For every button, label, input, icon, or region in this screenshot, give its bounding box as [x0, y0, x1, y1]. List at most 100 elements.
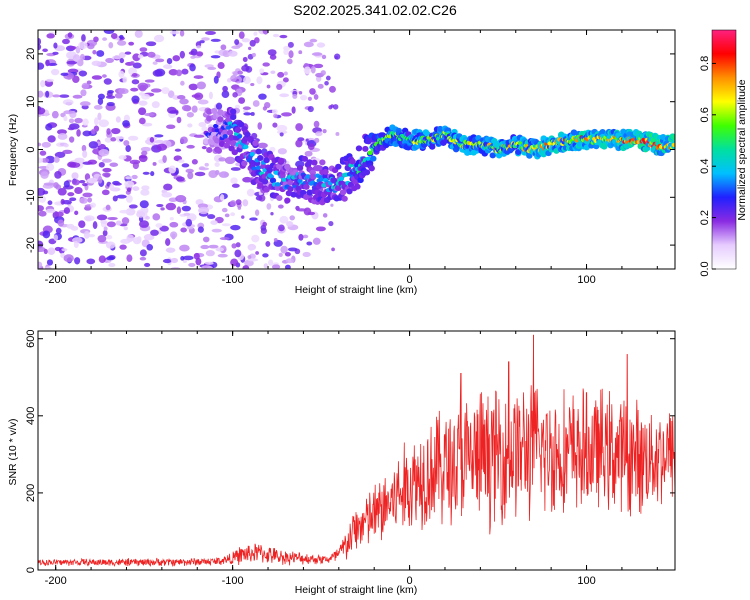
- noise-blob: [249, 39, 256, 47]
- ridge-blob: [217, 116, 224, 123]
- noise-blob: [194, 171, 206, 177]
- ridge-blob: [252, 140, 259, 147]
- noise-blob: [186, 111, 194, 118]
- noise-blob: [238, 31, 245, 39]
- noise-blob: [74, 257, 81, 265]
- colorbar-tick-label: 0.6: [699, 107, 711, 122]
- noise-blob: [163, 64, 173, 69]
- noise-blob: [276, 124, 288, 132]
- noise-blob: [291, 106, 296, 114]
- noise-blob: [130, 87, 139, 92]
- noise-blob: [139, 256, 147, 261]
- noise-blob: [316, 42, 326, 48]
- ridge-core: [213, 123, 219, 129]
- noise-blob: [190, 48, 198, 56]
- noise-blob: [104, 137, 113, 143]
- noise-blob: [43, 182, 55, 186]
- noise-blob: [237, 70, 243, 75]
- noise-blob: [82, 130, 92, 137]
- noise-blob: [66, 60, 78, 65]
- noise-blob: [38, 261, 43, 269]
- noise-blob: [241, 215, 245, 219]
- y-tick-label: 400: [25, 407, 37, 425]
- noise-blob: [215, 247, 225, 252]
- noise-blob: [247, 255, 252, 259]
- noise-blob: [221, 90, 230, 99]
- noise-blob: [111, 128, 121, 135]
- noise-blob: [208, 244, 219, 249]
- noise-blob: [102, 37, 108, 41]
- noise-blob: [228, 50, 238, 57]
- noise-blob: [63, 207, 71, 215]
- noise-blob: [82, 150, 88, 159]
- noise-blob: [286, 58, 293, 65]
- noise-blob: [72, 237, 83, 244]
- noise-blob: [140, 189, 150, 196]
- noise-blob: [205, 261, 214, 265]
- noise-blob: [97, 234, 107, 243]
- noise-blob: [188, 83, 198, 91]
- noise-blob: [235, 162, 241, 167]
- ridge-blob: [311, 159, 318, 166]
- noise-blob: [309, 38, 318, 43]
- ridge-blob: [277, 157, 285, 164]
- noise-blob: [245, 65, 253, 73]
- noise-blob: [182, 259, 187, 264]
- noise-blob: [320, 70, 326, 76]
- noise-blob: [119, 244, 127, 250]
- noise-blob: [85, 216, 92, 222]
- noise-blob: [232, 71, 238, 77]
- noise-blob: [62, 149, 73, 155]
- noise-blob: [125, 195, 133, 203]
- noise-blob: [130, 61, 135, 65]
- ridge-blob: [223, 142, 230, 149]
- noise-blob: [201, 145, 207, 150]
- noise-blob: [46, 259, 54, 266]
- ridge-blob: [335, 163, 342, 170]
- noise-blob: [38, 157, 44, 164]
- noise-blob: [67, 161, 77, 168]
- noise-blob: [272, 122, 278, 128]
- noise-blob: [193, 252, 200, 260]
- noise-blob: [115, 136, 125, 140]
- noise-blob: [138, 92, 145, 96]
- noise-blob: [96, 50, 105, 57]
- noise-blob: [257, 122, 263, 130]
- x-tick-label: -200: [45, 575, 67, 587]
- ridge-blob: [210, 108, 218, 115]
- noise-blob: [131, 73, 138, 77]
- noise-blob: [221, 223, 231, 227]
- noise-blob: [144, 262, 151, 268]
- noise-blob: [103, 78, 112, 85]
- noise-blob: [183, 105, 192, 112]
- noise-blob: [181, 68, 189, 75]
- noise-blob: [269, 54, 277, 60]
- noise-blob: [53, 42, 58, 49]
- noise-blob: [94, 117, 99, 126]
- noise-blob: [188, 262, 196, 268]
- noise-blob: [315, 226, 326, 232]
- ridge-blob: [257, 182, 264, 189]
- ridge-blob: [266, 167, 273, 174]
- noise-blob: [41, 157, 50, 163]
- noise-blob: [187, 123, 193, 128]
- noise-blob: [142, 122, 153, 127]
- ridge-blob: [309, 173, 316, 180]
- noise-blob: [108, 262, 116, 268]
- noise-blob: [63, 143, 69, 148]
- noise-blob: [204, 162, 209, 167]
- ridge-blob: [370, 155, 377, 162]
- noise-blob: [101, 74, 107, 78]
- noise-blob: [273, 237, 278, 242]
- noise-blob: [266, 84, 271, 89]
- noise-blob: [93, 36, 99, 43]
- ridge-core: [671, 142, 675, 148]
- noise-blob: [165, 202, 177, 211]
- noise-blob: [286, 220, 294, 228]
- noise-blob: [210, 38, 221, 42]
- noise-blob: [105, 204, 111, 211]
- noise-blob: [129, 159, 141, 165]
- noise-blob: [63, 254, 74, 263]
